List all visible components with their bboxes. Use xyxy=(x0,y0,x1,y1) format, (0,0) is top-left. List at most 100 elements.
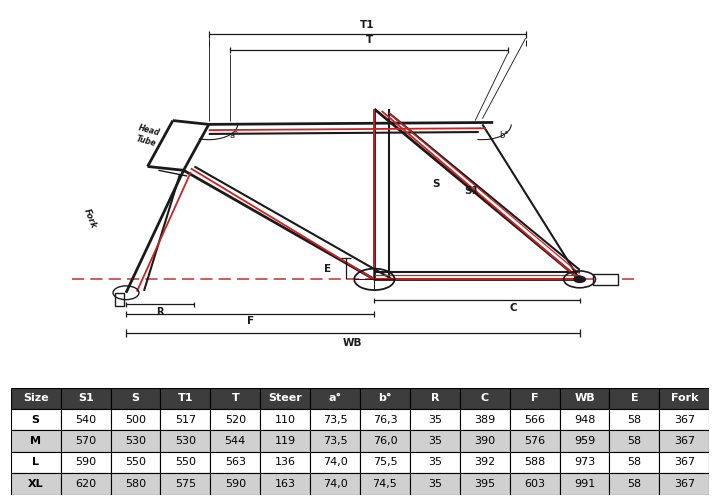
Text: a°: a° xyxy=(328,393,341,404)
Text: 973: 973 xyxy=(574,457,595,468)
Bar xyxy=(161,430,210,452)
Text: a°: a° xyxy=(230,131,238,140)
Text: 58: 58 xyxy=(627,479,642,489)
Text: XL: XL xyxy=(28,479,43,489)
Text: WB: WB xyxy=(574,393,595,404)
Bar xyxy=(609,388,660,409)
Bar xyxy=(609,409,660,430)
Bar xyxy=(11,473,60,495)
Text: 563: 563 xyxy=(225,457,246,468)
Bar xyxy=(510,388,559,409)
Text: 620: 620 xyxy=(75,479,96,489)
Bar xyxy=(310,430,360,452)
Text: 74,0: 74,0 xyxy=(323,457,348,468)
Bar xyxy=(111,430,161,452)
Bar xyxy=(660,388,709,409)
Text: Steer: Steer xyxy=(269,393,302,404)
Text: 566: 566 xyxy=(524,414,545,425)
Bar xyxy=(161,388,210,409)
Bar xyxy=(210,452,260,473)
Bar xyxy=(559,452,609,473)
Text: 991: 991 xyxy=(574,479,595,489)
Bar xyxy=(310,388,360,409)
Text: 74,0: 74,0 xyxy=(323,479,348,489)
Text: 588: 588 xyxy=(524,457,545,468)
Bar xyxy=(260,388,310,409)
Text: 500: 500 xyxy=(125,414,146,425)
Text: 58: 58 xyxy=(627,457,642,468)
Text: E: E xyxy=(631,393,638,404)
Text: 390: 390 xyxy=(474,436,495,446)
Text: 367: 367 xyxy=(674,457,695,468)
Bar xyxy=(510,452,559,473)
Bar xyxy=(161,473,210,495)
Text: 948: 948 xyxy=(574,414,595,425)
Bar xyxy=(460,388,510,409)
Text: 550: 550 xyxy=(125,457,146,468)
Text: Fork: Fork xyxy=(670,393,698,404)
Bar xyxy=(460,430,510,452)
Bar xyxy=(210,473,260,495)
Bar xyxy=(260,473,310,495)
Bar xyxy=(60,473,111,495)
Bar xyxy=(310,452,360,473)
Bar xyxy=(161,452,210,473)
Text: 73,5: 73,5 xyxy=(323,436,347,446)
FancyBboxPatch shape xyxy=(115,293,124,306)
Text: 119: 119 xyxy=(274,436,296,446)
Text: 395: 395 xyxy=(474,479,495,489)
Text: 530: 530 xyxy=(125,436,146,446)
Bar xyxy=(609,473,660,495)
Text: 367: 367 xyxy=(674,436,695,446)
Bar xyxy=(260,452,310,473)
Bar xyxy=(11,452,60,473)
Text: Head
Tube: Head Tube xyxy=(135,124,161,148)
Bar xyxy=(260,409,310,430)
Bar xyxy=(260,430,310,452)
Text: S: S xyxy=(32,414,40,425)
Text: 959: 959 xyxy=(574,436,595,446)
Bar xyxy=(559,430,609,452)
Bar xyxy=(609,452,660,473)
Text: 75,5: 75,5 xyxy=(373,457,397,468)
Text: 520: 520 xyxy=(225,414,246,425)
Bar xyxy=(660,473,709,495)
Text: 35: 35 xyxy=(428,436,442,446)
Bar xyxy=(60,430,111,452)
Bar xyxy=(660,409,709,430)
Text: 35: 35 xyxy=(428,479,442,489)
Circle shape xyxy=(574,276,585,282)
Text: WB: WB xyxy=(343,337,363,347)
Bar xyxy=(410,452,460,473)
Text: E: E xyxy=(324,264,331,274)
Text: F: F xyxy=(247,317,253,327)
Bar xyxy=(660,430,709,452)
Text: S1: S1 xyxy=(78,393,94,404)
Bar xyxy=(559,409,609,430)
Text: S1: S1 xyxy=(464,186,479,196)
Text: 540: 540 xyxy=(75,414,96,425)
Text: R: R xyxy=(431,393,439,404)
Bar xyxy=(210,430,260,452)
Text: 58: 58 xyxy=(627,436,642,446)
Text: S: S xyxy=(132,393,140,404)
Text: 58: 58 xyxy=(627,414,642,425)
Text: 603: 603 xyxy=(524,479,545,489)
Text: T1: T1 xyxy=(178,393,193,404)
Text: 570: 570 xyxy=(75,436,96,446)
Text: 110: 110 xyxy=(274,414,296,425)
Bar xyxy=(360,452,410,473)
Text: 530: 530 xyxy=(175,436,196,446)
Bar xyxy=(360,388,410,409)
Text: 35: 35 xyxy=(428,457,442,468)
Bar xyxy=(510,430,559,452)
Text: 76,0: 76,0 xyxy=(373,436,397,446)
Text: F: F xyxy=(531,393,539,404)
Bar xyxy=(460,409,510,430)
Bar xyxy=(111,452,161,473)
Text: 136: 136 xyxy=(274,457,296,468)
Bar xyxy=(111,388,161,409)
Bar xyxy=(460,473,510,495)
Bar xyxy=(510,409,559,430)
Text: C: C xyxy=(481,393,489,404)
